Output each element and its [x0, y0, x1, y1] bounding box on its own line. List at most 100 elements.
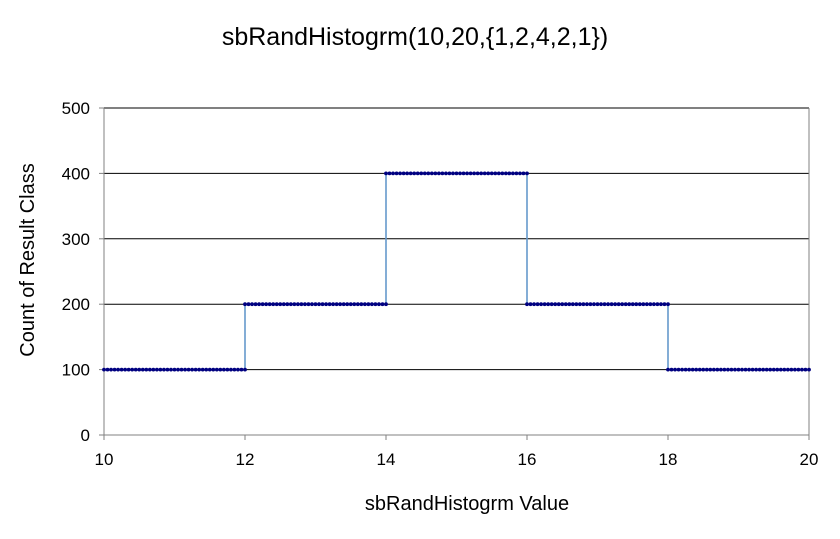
- data-point: [292, 302, 297, 307]
- x-tick-label: 20: [800, 450, 819, 469]
- data-point: [243, 367, 247, 372]
- data-point: [718, 367, 723, 372]
- data-point: [768, 367, 773, 372]
- data-point: [644, 302, 649, 307]
- data-point: [704, 367, 709, 372]
- data-point: [267, 302, 272, 307]
- data-point: [532, 302, 536, 307]
- data-point: [754, 367, 759, 372]
- data-point: [422, 171, 427, 176]
- data-point: [637, 302, 642, 307]
- data-point: [264, 302, 269, 307]
- plot-area: [104, 108, 809, 435]
- data-point: [218, 367, 223, 372]
- data-point: [711, 367, 716, 372]
- y-tick-label: 300: [62, 230, 90, 249]
- data-point: [317, 302, 321, 307]
- data-point: [126, 367, 131, 372]
- data-point: [204, 367, 209, 372]
- data-point: [338, 302, 343, 307]
- data-point: [250, 302, 254, 307]
- data-point: [137, 367, 142, 372]
- data-point: [468, 171, 473, 176]
- data-point: [190, 367, 195, 372]
- data-point: [355, 302, 360, 307]
- data-point: [285, 302, 290, 307]
- data-point: [176, 367, 180, 372]
- x-tick-label: 18: [659, 450, 678, 469]
- data-point: [306, 302, 311, 307]
- data-point: [616, 302, 621, 307]
- data-point: [401, 171, 406, 176]
- data-point: [715, 367, 720, 372]
- data-point: [496, 171, 501, 176]
- data-point: [556, 302, 561, 307]
- data-point: [313, 302, 318, 307]
- data-point: [433, 171, 438, 176]
- data-point: [193, 367, 198, 372]
- y-tick-label: 100: [62, 361, 90, 380]
- data-point: [387, 171, 392, 176]
- data-point: [778, 367, 783, 372]
- data-point: [740, 367, 744, 372]
- data-point: [154, 367, 159, 372]
- data-point: [260, 302, 265, 307]
- y-tick-label: 0: [81, 426, 90, 445]
- data-point: [257, 302, 261, 307]
- data-point: [736, 367, 741, 372]
- data-point: [391, 171, 395, 176]
- data-point: [412, 171, 417, 176]
- data-point: [726, 367, 730, 372]
- data-point: [165, 367, 170, 372]
- data-point: [630, 302, 635, 307]
- data-point: [158, 367, 163, 372]
- data-point: [662, 302, 667, 307]
- data-point: [764, 367, 769, 372]
- data-point: [588, 302, 593, 307]
- data-point: [366, 302, 371, 307]
- data-point: [570, 302, 575, 307]
- data-point: [669, 367, 674, 372]
- data-point: [197, 367, 202, 372]
- data-point: [606, 302, 610, 307]
- data-point: [542, 302, 547, 307]
- data-point: [750, 367, 755, 372]
- data-point: [800, 367, 804, 372]
- data-point: [162, 367, 166, 372]
- data-point: [708, 367, 713, 372]
- data-point: [733, 367, 737, 372]
- data-point: [613, 302, 618, 307]
- data-point: [479, 171, 484, 176]
- data-point: [221, 367, 226, 372]
- data-point: [652, 302, 656, 307]
- data-point: [567, 302, 572, 307]
- x-tick-label: 14: [377, 450, 396, 469]
- data-point: [486, 171, 491, 176]
- tick-labels: 0 100 200 300 400 500 10 12 14 16 18 20: [62, 99, 819, 469]
- data-point: [436, 171, 441, 176]
- data-point: [525, 171, 529, 176]
- data-point: [683, 367, 688, 372]
- x-tick-label: 12: [236, 450, 255, 469]
- data-point: [172, 367, 177, 372]
- data-point: [169, 367, 173, 372]
- y-tick-label: 500: [62, 99, 90, 118]
- data-point: [581, 302, 586, 307]
- data-point: [680, 367, 684, 372]
- data-point: [384, 171, 388, 176]
- series-markers: [102, 171, 811, 372]
- data-point: [348, 302, 353, 307]
- data-point: [232, 367, 237, 372]
- data-point: [803, 367, 808, 372]
- data-point: [472, 171, 477, 176]
- data-point: [440, 171, 445, 176]
- data-point: [553, 302, 558, 307]
- data-point: [697, 367, 702, 372]
- data-point: [274, 302, 279, 307]
- data-point: [521, 171, 526, 176]
- data-point: [310, 302, 314, 307]
- data-point: [183, 367, 187, 372]
- data-point: [320, 302, 325, 307]
- data-point: [253, 302, 258, 307]
- data-point: [577, 302, 582, 307]
